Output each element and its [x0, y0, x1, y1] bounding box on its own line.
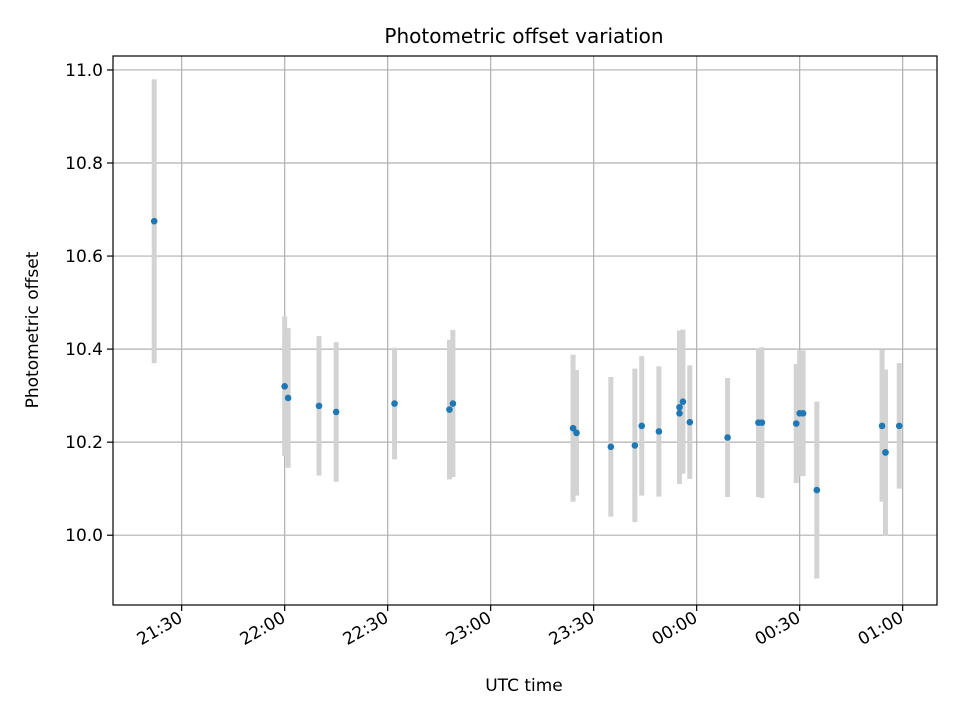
y-axis-label: Photometric offset [23, 251, 43, 408]
data-point [638, 422, 646, 430]
data-point [882, 449, 889, 456]
chart-title: Photometric offset variation [384, 24, 663, 48]
data-point [878, 422, 886, 430]
plot-frame [112, 55, 938, 606]
y-axis: 10.0 10.2 10.4 10.6 10.8 11.0 [65, 61, 113, 546]
data-point [150, 217, 158, 225]
y-tick-label: 10.4 [65, 340, 103, 360]
data-point [284, 394, 292, 402]
y-tick-label: 10.0 [65, 526, 103, 546]
x-axis-label: UTC time [485, 676, 563, 696]
data-points [150, 217, 903, 494]
y-tick-label: 10.6 [65, 247, 103, 267]
data-point [724, 434, 731, 441]
data-point [573, 429, 580, 437]
data-point [676, 403, 683, 411]
data-point [758, 419, 766, 426]
data-point [449, 400, 457, 407]
data-point [446, 406, 453, 413]
data-point [391, 400, 398, 407]
y-tick-label: 10.8 [65, 154, 103, 174]
data-point [281, 383, 288, 390]
data-point [332, 408, 340, 416]
data-point [679, 398, 687, 405]
data-point [655, 428, 663, 435]
data-point [676, 410, 683, 417]
data-point [799, 410, 807, 417]
data-point [813, 486, 821, 494]
y-tick-label: 10.2 [65, 433, 103, 453]
data-point [569, 424, 577, 432]
data-point [315, 402, 323, 410]
data-point [631, 442, 639, 449]
y-tick-label: 11.0 [65, 61, 103, 81]
data-point [895, 422, 903, 430]
data-point [686, 418, 694, 426]
data-point [607, 443, 615, 451]
data-point [792, 420, 800, 427]
